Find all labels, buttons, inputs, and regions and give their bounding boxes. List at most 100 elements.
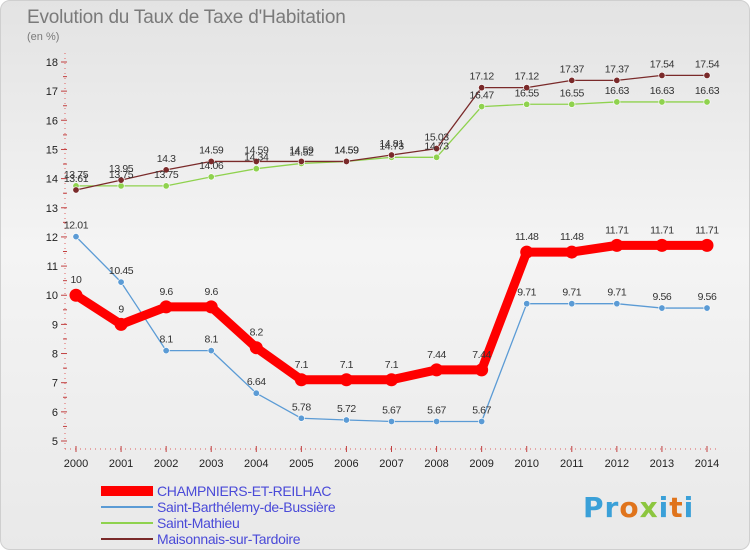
data-label: 7.1 — [340, 359, 354, 371]
data-point — [69, 288, 83, 302]
data-point — [478, 84, 486, 92]
data-label: 8.1 — [159, 334, 173, 346]
data-point — [387, 151, 395, 159]
data-point — [475, 363, 489, 377]
y-tick-label: 8 — [52, 349, 58, 361]
data-label: 5.72 — [337, 403, 356, 415]
data-point — [523, 100, 531, 108]
data-label: 17.12 — [470, 71, 495, 83]
y-tick-label: 7 — [52, 378, 58, 390]
y-unit-label: (en %) — [27, 31, 60, 43]
data-label: 7.44 — [427, 349, 446, 361]
data-label: 9.71 — [517, 287, 536, 299]
data-label: 9 — [118, 303, 124, 315]
data-label: 5.67 — [427, 404, 446, 416]
data-label: 13.61 — [64, 173, 89, 185]
data-label: 13.95 — [109, 163, 134, 175]
data-point — [162, 182, 170, 190]
data-point — [520, 245, 534, 259]
data-point — [703, 71, 711, 79]
data-label: 16.63 — [650, 85, 675, 97]
y-tick-label: 16 — [46, 115, 58, 127]
y-tick-label: 15 — [46, 144, 58, 156]
line-chart: 5 6 7 8 9 10 11 12 13 14 15 16 17 18 2000 2001 2002 2003 2… — [46, 53, 720, 470]
x-tick-label: 2005 — [289, 458, 313, 470]
data-point — [162, 347, 170, 355]
data-label: 11.48 — [515, 231, 539, 243]
data-label: 14.59 — [244, 144, 269, 156]
data-point — [430, 363, 444, 377]
legend-label: CHAMPNIERS-ET-REILHAC — [157, 483, 332, 499]
series-line — [75, 235, 708, 423]
data-point — [72, 233, 80, 241]
legend-swatch — [101, 486, 153, 496]
data-point — [162, 166, 170, 174]
data-point — [478, 103, 486, 111]
data-point — [568, 100, 576, 108]
y-tick-label: 12 — [46, 232, 58, 244]
data-label: 14.81 — [379, 138, 404, 150]
data-point — [610, 238, 624, 252]
data-point — [478, 417, 486, 425]
data-label: 6.64 — [247, 376, 266, 388]
data-label: 17.54 — [650, 58, 675, 70]
x-tick-label: 2000 — [64, 458, 88, 470]
data-point — [207, 347, 215, 355]
data-point — [204, 300, 218, 314]
chart-title: Evolution du Taux de Taxe d'Habitation — [27, 7, 346, 28]
data-label: 16.63 — [605, 85, 630, 97]
data-point — [433, 153, 441, 161]
data-label: 14.59 — [289, 144, 314, 156]
data-point — [294, 373, 308, 387]
data-label: 11.71 — [605, 224, 629, 236]
data-point — [342, 157, 350, 165]
data-point — [339, 373, 353, 387]
data-label: 14.59 — [334, 144, 359, 156]
data-point — [252, 165, 260, 173]
data-label: 5.78 — [292, 401, 311, 413]
data-point — [297, 157, 305, 165]
data-label: 9.56 — [653, 291, 672, 303]
data-point — [658, 98, 666, 106]
data-point — [252, 389, 260, 397]
logo-letter: t — [669, 491, 684, 524]
data-point — [387, 417, 395, 425]
data-label: 9.6 — [159, 286, 173, 298]
x-tick-label: 2014 — [695, 458, 719, 470]
data-label: 13.75 — [154, 169, 179, 181]
data-point — [568, 76, 576, 84]
data-label: 14.06 — [199, 160, 224, 172]
data-label: 14.59 — [199, 144, 224, 156]
series-0 — [69, 238, 714, 387]
data-point — [159, 300, 173, 314]
data-label: 9.71 — [607, 287, 626, 299]
data-point — [523, 84, 531, 92]
x-tick-label: 2001 — [109, 458, 133, 470]
data-label: 14.59 — [334, 144, 359, 156]
data-label: 9.56 — [698, 291, 717, 303]
logo-letter: i — [658, 491, 670, 524]
data-point — [117, 278, 125, 286]
data-label: 16.47 — [470, 90, 495, 102]
logo-letter: P — [583, 491, 605, 524]
x-tick-label: 2006 — [334, 458, 358, 470]
data-point — [207, 157, 215, 165]
data-label: 14.3 — [157, 153, 176, 165]
data-point — [658, 71, 666, 79]
data-label: 13.75 — [109, 169, 134, 181]
data-point — [433, 417, 441, 425]
legend-swatch — [101, 522, 153, 524]
data-point — [433, 145, 441, 153]
data-label: 14.52 — [289, 146, 314, 158]
data-point — [117, 182, 125, 190]
data-label: 8.2 — [250, 327, 264, 339]
data-label: 13.75 — [64, 169, 89, 181]
data-label: 17.37 — [560, 63, 585, 75]
data-label: 11.71 — [650, 224, 674, 236]
data-label: 9.6 — [205, 286, 219, 298]
y-tick-label: 9 — [52, 319, 58, 331]
data-point — [700, 238, 714, 252]
data-label: 17.54 — [695, 58, 720, 70]
y-tick-label: 14 — [46, 174, 58, 186]
